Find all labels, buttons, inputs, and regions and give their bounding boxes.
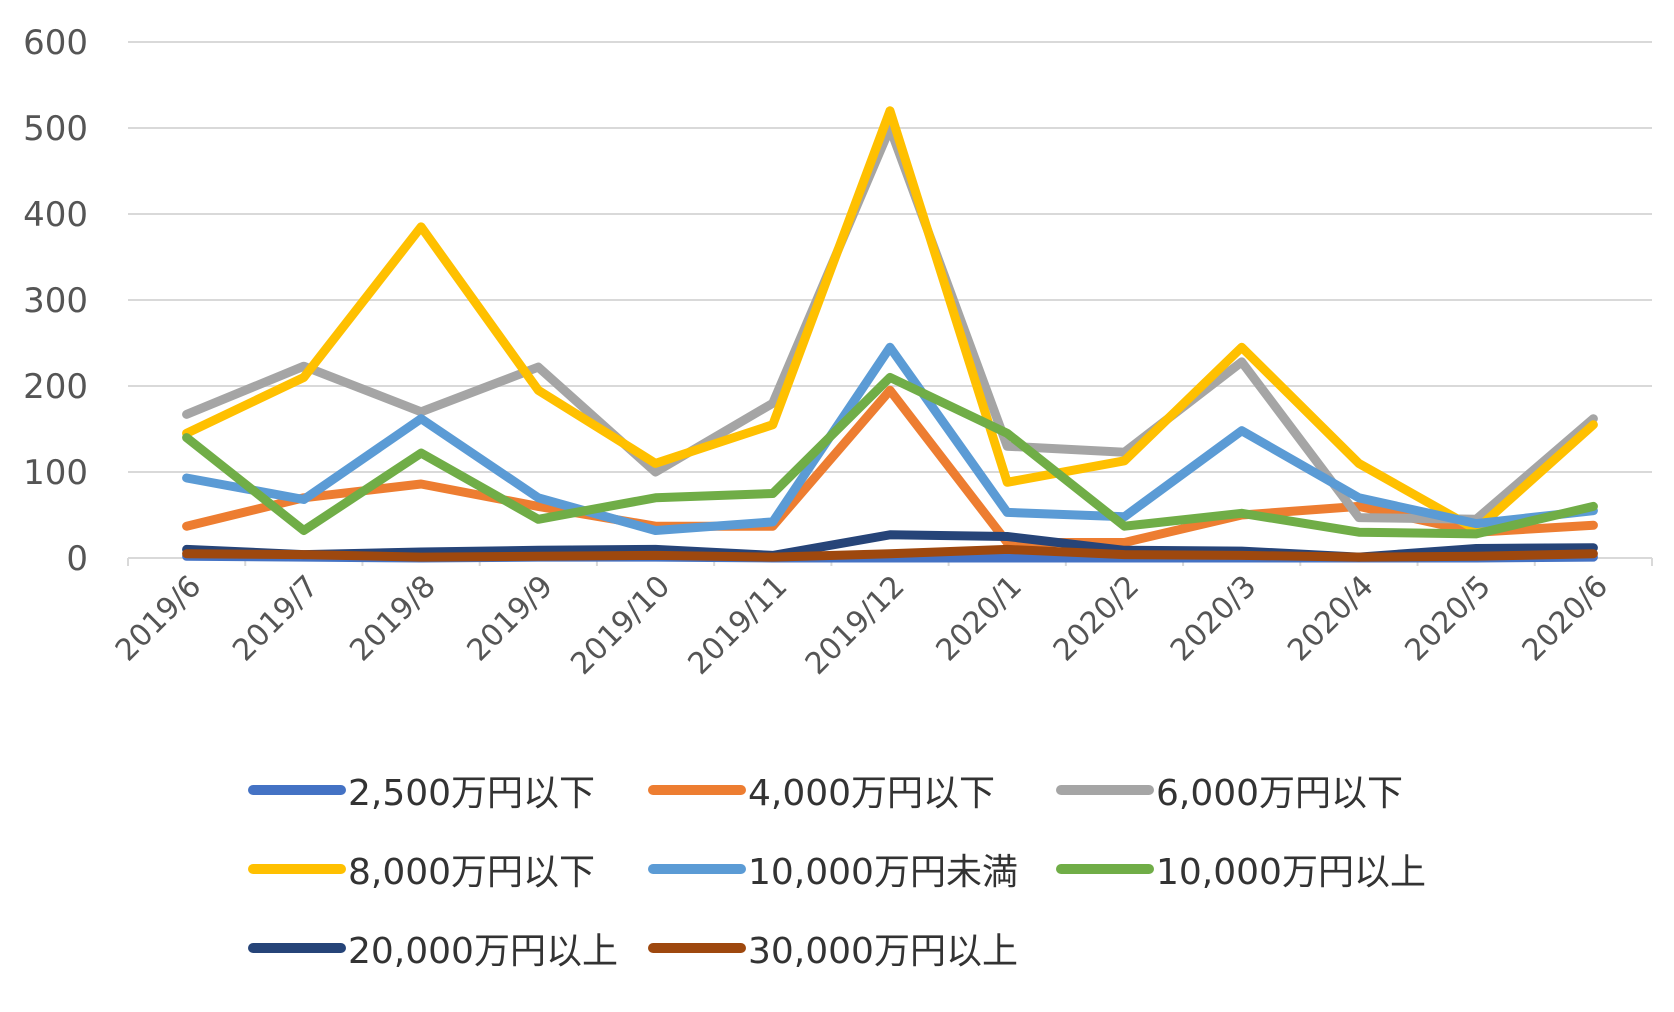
y-tick-label: 600	[23, 23, 88, 63]
legend-label: 4,000万円以下	[748, 773, 996, 814]
y-tick-labels: 0 100 200 300 400 500 600	[23, 23, 88, 579]
legend: 2,500万円以下 4,000万円以下 6,000万円以下 8,000万円以下 10,0…	[248, 760, 1448, 1000]
series-line-5	[182, 372, 1598, 539]
series-line-1	[182, 385, 1598, 547]
y-tick-label: 500	[23, 109, 88, 149]
x-tick-labels: 2019/6 2019/7 2019/8 2019/9 2019/10 2019/11 20…	[109, 569, 1615, 682]
x-tick-label: 2019/12	[799, 569, 912, 682]
legend-label: 10,000万円以上	[1156, 852, 1426, 893]
legend-label: 8,000万円以下	[348, 852, 596, 893]
x-tick-label: 2020/5	[1398, 569, 1497, 668]
legend-swatch	[248, 864, 346, 874]
legend-label: 30,000万円以上	[748, 931, 1018, 972]
x-tick-label: 2019/7	[226, 569, 325, 668]
legend-item: 6,000万円以下	[1056, 760, 1403, 820]
legend-item: 8,000万円以下	[248, 839, 595, 899]
legend-item: 2,500万円以下	[248, 760, 595, 820]
legend-item: 20,000万円以上	[248, 918, 618, 978]
legend-label: 20,000万円以上	[348, 931, 618, 972]
legend-label: 10,000万円未満	[748, 852, 1018, 893]
legend-swatch	[248, 943, 346, 953]
legend-swatch	[1056, 864, 1154, 874]
x-tick-label: 2019/10	[564, 569, 677, 682]
x-tick-label: 2020/1	[930, 569, 1029, 668]
y-tick-label: 300	[23, 281, 88, 321]
legend-swatch	[248, 785, 346, 795]
x-tick-label: 2019/6	[109, 569, 208, 668]
x-tick-label: 2020/4	[1281, 569, 1380, 668]
legend-swatch	[1056, 785, 1154, 795]
y-tick-label: 400	[23, 195, 88, 235]
y-tick-label: 200	[23, 367, 88, 407]
x-tick-label: 2019/9	[461, 569, 560, 668]
legend-item: 10,000万円未満	[648, 839, 1018, 899]
legend-label: 6,000万円以下	[1156, 773, 1404, 814]
legend-item: 4,000万円以下	[648, 760, 995, 820]
series-line-4	[182, 342, 1598, 535]
legend-swatch	[648, 864, 746, 874]
series-line-3	[182, 106, 1598, 535]
x-tick-label: 2020/2	[1047, 569, 1146, 668]
series-line-2	[182, 123, 1598, 524]
x-tick-label: 2019/8	[343, 569, 442, 668]
legend-swatch	[648, 943, 746, 953]
x-tick-label: 2020/6	[1516, 569, 1615, 668]
x-tick-label: 2019/11	[682, 569, 795, 682]
legend-label: 2,500万円以下	[348, 773, 596, 814]
legend-item: 10,000万円以上	[1056, 839, 1426, 899]
legend-item: 30,000万円以上	[648, 918, 1018, 978]
series-lines	[182, 106, 1598, 563]
x-tick-label: 2020/3	[1164, 569, 1263, 668]
series-line-7	[182, 544, 1598, 562]
y-tick-label: 0	[66, 539, 88, 579]
y-tick-label: 100	[23, 453, 88, 493]
legend-swatch	[648, 785, 746, 795]
